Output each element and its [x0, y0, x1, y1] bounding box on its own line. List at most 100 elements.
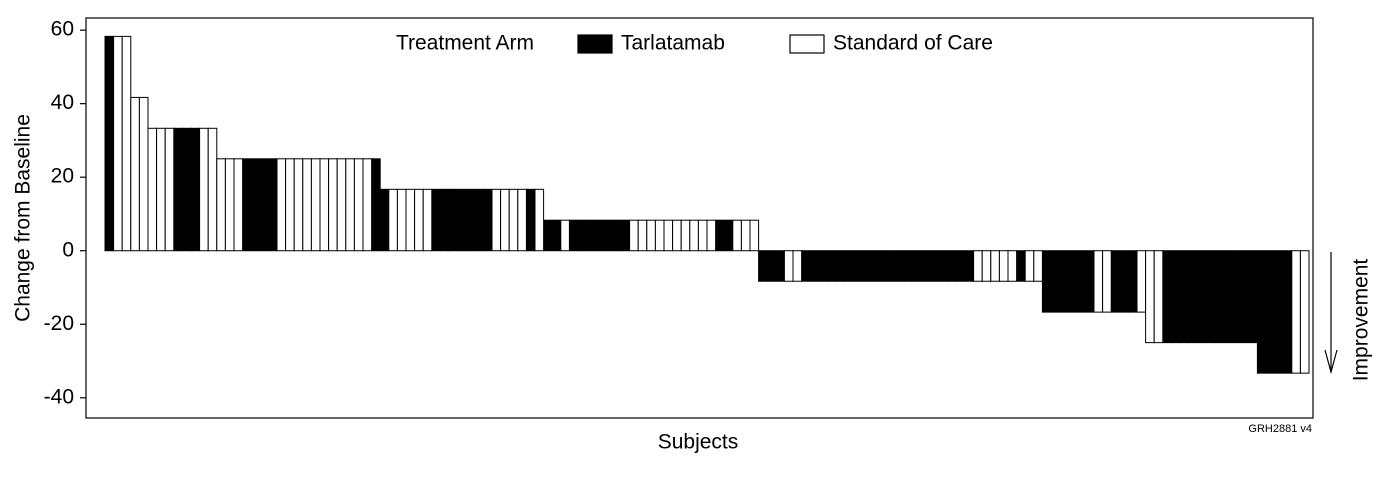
y-tick-label: 40	[51, 91, 74, 114]
improvement-arrowhead	[1324, 349, 1338, 375]
bar	[310, 158, 321, 252]
bar	[1024, 250, 1035, 282]
bar	[629, 219, 639, 252]
bar	[826, 250, 837, 282]
bar	[921, 250, 932, 282]
bar	[611, 219, 622, 252]
bar	[1041, 250, 1052, 313]
legend-swatch	[789, 34, 825, 54]
bar	[646, 219, 656, 252]
bar	[723, 219, 734, 252]
bar	[474, 188, 484, 252]
bar	[1136, 250, 1147, 313]
x-axis-label: Subjects	[658, 431, 739, 454]
bar	[1153, 250, 1164, 344]
bar	[1076, 250, 1086, 313]
legend-label: Tarlatamab	[621, 32, 725, 55]
bar	[396, 188, 407, 252]
bar	[422, 188, 433, 252]
bar	[233, 158, 244, 252]
bar	[758, 250, 768, 282]
y-tick-label: 20	[51, 165, 74, 188]
bar	[302, 158, 312, 252]
bar	[1222, 250, 1233, 344]
bar	[912, 250, 923, 282]
bar	[293, 158, 304, 252]
bar	[448, 188, 459, 252]
bar	[1102, 250, 1112, 313]
bar	[809, 250, 820, 282]
bar	[775, 250, 785, 282]
bar	[1196, 250, 1207, 344]
bar	[465, 188, 476, 252]
plot-frame	[85, 17, 1314, 419]
bar	[431, 188, 441, 252]
bar	[835, 250, 846, 282]
bar	[955, 250, 966, 282]
bar	[224, 158, 235, 252]
bar	[104, 35, 115, 252]
bar	[1274, 250, 1284, 374]
bar	[654, 219, 665, 252]
bar	[964, 250, 975, 282]
legend-swatch	[577, 34, 613, 54]
bar	[1179, 250, 1190, 344]
bar	[181, 127, 192, 252]
legend-title: Treatment Arm	[396, 32, 534, 55]
bar	[1084, 250, 1095, 313]
bar	[207, 127, 218, 252]
bar	[878, 250, 889, 282]
bar	[801, 250, 811, 282]
bar	[973, 250, 983, 282]
bar	[749, 219, 760, 252]
bar	[371, 158, 381, 252]
bar	[362, 158, 373, 252]
bar	[663, 219, 674, 252]
bar	[482, 188, 493, 252]
bar	[379, 188, 390, 252]
bar	[861, 250, 871, 282]
bar	[1067, 250, 1078, 313]
y-tick-label: -20	[44, 312, 74, 335]
bar	[250, 158, 261, 252]
bar	[508, 188, 519, 252]
bar	[1059, 250, 1069, 313]
bar	[1050, 250, 1061, 313]
bar	[869, 250, 880, 282]
bar	[551, 219, 562, 252]
y-tick-label: 0	[62, 238, 74, 261]
bar	[190, 127, 201, 252]
bar	[216, 158, 226, 252]
bar	[1007, 250, 1018, 282]
bar	[887, 250, 897, 282]
bar	[173, 127, 183, 252]
bar	[525, 188, 536, 252]
bar	[560, 219, 570, 252]
bar	[1239, 250, 1250, 344]
bar	[1205, 250, 1215, 344]
bar	[276, 158, 287, 252]
bar	[715, 219, 725, 252]
bar	[156, 127, 166, 252]
y-axis-label: Change from Baseline	[12, 114, 35, 322]
bar	[543, 219, 553, 252]
bar	[904, 250, 914, 282]
bar	[1016, 250, 1026, 282]
bar	[783, 250, 794, 282]
bar	[405, 188, 416, 252]
bar	[1127, 250, 1138, 313]
bar	[113, 35, 123, 252]
bar	[242, 158, 252, 252]
bar	[147, 127, 158, 252]
bar	[1282, 250, 1293, 374]
bar	[568, 219, 579, 252]
bar	[740, 219, 751, 252]
bar	[620, 219, 631, 252]
bar	[895, 250, 906, 282]
bar	[259, 158, 269, 252]
bar	[285, 158, 295, 252]
bar	[336, 158, 347, 252]
bar	[267, 158, 278, 252]
